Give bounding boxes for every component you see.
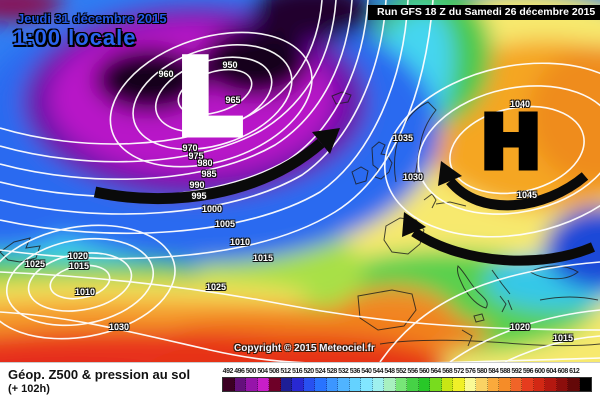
scale-value-label: 564 xyxy=(430,368,442,375)
scale-color-cell xyxy=(441,378,453,391)
scale-color-cell xyxy=(384,378,396,391)
scale-value-label: 612 xyxy=(569,368,580,375)
scale-value-label: 516 xyxy=(291,368,303,375)
scale-color-cell xyxy=(464,378,476,391)
scale-color-cell xyxy=(545,378,557,391)
scale-color-cell xyxy=(349,378,361,391)
scale-color-cell xyxy=(234,378,246,391)
scale-color-cell xyxy=(361,378,373,391)
scale-color-cell xyxy=(303,378,315,391)
scale-value-label: 496 xyxy=(234,368,245,375)
scale-value-label: 576 xyxy=(465,368,476,375)
scale-color-cell xyxy=(430,378,442,391)
scale-value-label: 572 xyxy=(453,368,465,375)
scale-color-cell xyxy=(246,378,258,391)
scale-value-label: 524 xyxy=(315,368,326,375)
weather-map xyxy=(0,0,600,362)
scale-value-label: 588 xyxy=(499,368,511,375)
scale-value-label: 596 xyxy=(522,368,534,375)
forecast-local-time: 1:00 locale xyxy=(13,25,137,50)
scale-color-cell xyxy=(510,378,522,391)
scale-value-label: 492 xyxy=(222,368,234,375)
scale-color-cell xyxy=(418,378,430,391)
scale-value-label: 508 xyxy=(268,368,280,375)
scale-color-cell xyxy=(487,378,499,391)
scale-color-cell xyxy=(522,378,534,391)
scale-color-cell xyxy=(476,378,488,391)
scale-value-label: 556 xyxy=(407,368,418,375)
flow-arrows xyxy=(93,128,596,266)
scale-color-cell xyxy=(338,378,350,391)
scale-color-cell xyxy=(453,378,465,391)
scale-color-cell xyxy=(579,378,591,391)
scale-value-label: 544 xyxy=(372,368,384,375)
scale-numbers: 492 496 500 504 508 512 516 520 524 528 532 536 540 5… xyxy=(222,368,592,376)
scale-color-cell xyxy=(407,378,419,391)
scale-color-cell xyxy=(499,378,511,391)
scale-value-label: 500 xyxy=(245,368,257,375)
flow-arrow-europe-upper xyxy=(438,161,589,211)
model-run-info-bar: Run GFS 18 Z du Samedi 26 décembre 2015 xyxy=(368,5,600,20)
scale-value-label: 608 xyxy=(557,368,569,375)
forecast-date: Jeudi 31 décembre 2015 xyxy=(17,11,167,26)
scale-color-cell xyxy=(315,378,327,391)
scale-value-label: 604 xyxy=(545,368,557,375)
scale-value-label: 540 xyxy=(361,368,372,375)
scale-value-label: 532 xyxy=(338,368,349,375)
scale-value-label: 600 xyxy=(534,368,545,375)
scale-value-label: 520 xyxy=(303,368,315,375)
scale-color-cell xyxy=(223,378,235,391)
scale-color-cell xyxy=(533,378,545,391)
scale-value-label: 568 xyxy=(442,368,453,375)
isobar-contours xyxy=(0,0,600,362)
scale-value-label: 536 xyxy=(349,368,361,375)
scale-color-cell xyxy=(395,378,407,391)
legend-forecast-hour: (+ 102h) xyxy=(8,383,50,395)
legend-title: Géop. Z500 & pression au sol xyxy=(8,367,191,382)
scale-color-cell xyxy=(568,378,580,391)
scale-value-label: 584 xyxy=(488,368,499,375)
coastlines xyxy=(0,91,600,347)
scale-value-label: 560 xyxy=(418,368,430,375)
scale-color-cell xyxy=(372,378,384,391)
scale-color-cell xyxy=(292,378,304,391)
scale-color-cell xyxy=(280,378,292,391)
scale-value-label: 548 xyxy=(384,368,395,375)
scale-color-cell xyxy=(326,378,338,391)
scale-cells xyxy=(222,377,592,392)
scale-value-label: 552 xyxy=(395,368,407,375)
legend-bar: Géop. Z500 & pression au sol (+ 102h) 49… xyxy=(0,362,600,400)
scale-color-cell xyxy=(257,378,269,391)
scale-value-label: 528 xyxy=(326,368,338,375)
scale-value-label: 592 xyxy=(511,368,522,375)
flow-arrow-atlantic xyxy=(93,128,340,205)
scale-color-cell xyxy=(556,378,568,391)
color-scale: 492 496 500 504 508 512 516 520 524 528 532 536 540 5… xyxy=(222,368,592,392)
scale-value-label: 512 xyxy=(280,368,291,375)
flow-arrow-europe-lower xyxy=(402,212,596,266)
scale-color-cell xyxy=(269,378,281,391)
scale-value-label: 580 xyxy=(476,368,488,375)
scale-value-label: 504 xyxy=(257,368,268,375)
